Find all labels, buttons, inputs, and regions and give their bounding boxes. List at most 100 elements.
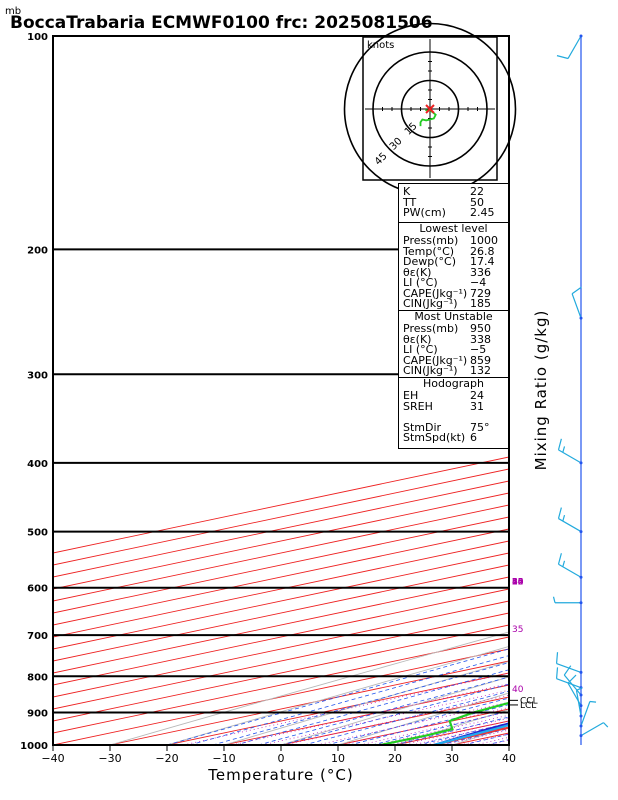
dry-adiabat-line [223, 660, 509, 745]
wind-barb-point [579, 601, 583, 605]
wind-barb-flag [557, 438, 562, 451]
isotherm-line [53, 612, 509, 710]
lowest-level-row-value: 17.4 [470, 255, 495, 268]
lowest-level-row-label: θε(K) [403, 265, 432, 279]
wind-barb-point [579, 704, 583, 708]
lowest-level-row-label: Dewp(°C) [403, 255, 456, 268]
wind-barb-flag [571, 286, 582, 295]
lowest-level-row-value: 1000 [470, 234, 498, 247]
x-tick-label: 20 [388, 752, 402, 765]
most-unstable-row-label: Press(mb) [403, 322, 459, 335]
x-tick-label: −10 [212, 752, 235, 765]
dry-adiabat-line [166, 645, 509, 745]
hodograph-stats-row: StmSpd(kt) 6 [399, 431, 508, 444]
x-tick-label: 0 [278, 752, 285, 765]
lowest-level-row-label: Temp(°C) [403, 244, 455, 258]
lowest-level-row: θε(K) 336 [399, 265, 508, 279]
pw-label: PW(cm) [403, 206, 446, 219]
moist-adiabat-line [326, 697, 509, 745]
wind-barb-half-flag [589, 700, 597, 703]
lowest-level-row-value: −4 [470, 276, 487, 289]
most-unstable-row: CAPE(Jkg⁻¹) 859 [399, 353, 508, 367]
mixing-ratio-label: 2 [512, 578, 518, 588]
lowest-level-row: LI (°C) −4 [399, 276, 508, 289]
wind-barb-half-flag [576, 687, 583, 691]
wind-barb-flag [557, 507, 562, 519]
isotherm-line [53, 588, 509, 686]
lowest-level-row: Temp(°C) 26.8 [399, 244, 508, 258]
mixing-ratio-label: 4 [512, 578, 518, 588]
y-tick-label: 800 [27, 672, 48, 683]
mixing-ratio-label: 30 [512, 578, 524, 588]
isotherm-line [53, 552, 509, 650]
moist-adiabat-line [258, 676, 509, 745]
y-tick-label: 200 [27, 245, 48, 256]
most-unstable-row-value: −5 [470, 343, 487, 356]
wind-barb-point [579, 734, 583, 738]
x-tick-label: 40 [502, 752, 516, 765]
hodograph-stats-row-value: 24 [470, 389, 484, 402]
most-unstable-row: CIN(Jkg⁻¹) 132 [399, 364, 508, 377]
wind-barb-point [579, 714, 583, 718]
wind-barb-staff [580, 722, 604, 737]
wind-barb-flag [557, 553, 562, 565]
mixing-ratio-label: 18 [512, 578, 524, 588]
y-tick-label: 400 [27, 459, 48, 470]
mixing-ratio-label: 16 [512, 578, 524, 588]
wind-barb-half-flag [552, 596, 556, 603]
wind-barb-flag [563, 665, 572, 676]
chart-title: BoccaTrabaria ECMWF0100 frc: 2025081506 [10, 13, 433, 33]
x-tick-label: −20 [155, 752, 178, 765]
dry-adiabat-line [280, 676, 509, 745]
hodograph-stats-row-value: 6 [470, 431, 477, 444]
isotherm-line [53, 504, 509, 602]
wind-barb-half-flag [562, 446, 566, 453]
mixing-ratio-label: 1 [512, 578, 518, 588]
y-tick-label: 1000 [20, 741, 48, 752]
mixing-ratio-line [401, 720, 509, 745]
lowest-level-row-label: CIN(Jkg⁻¹) [403, 297, 458, 310]
isotherm-line [53, 636, 509, 734]
isotherm-line [53, 480, 509, 578]
lowest-level-row: CIN(Jkg⁻¹) 185 [399, 297, 508, 310]
wind-barb-flag [555, 667, 559, 679]
mixing-ratio-line [389, 717, 509, 745]
mixing-ratio-line [340, 706, 509, 745]
dry-adiabat-line [109, 631, 509, 745]
lowest-level-row-value: 729 [470, 286, 491, 300]
lowest-level-row: CAPE(Jkg⁻¹) 729 [399, 286, 508, 300]
hodograph-stats-row-label: StmSpd(kt) [403, 431, 466, 444]
mixing-ratio-label: 6 [512, 578, 518, 588]
level-marker-label: LCL [520, 701, 536, 711]
mixing-ratio-label: 40 [512, 685, 524, 695]
wind-barb-staff [580, 701, 591, 727]
lowest-level-row-label: CAPE(Jkg⁻¹) [403, 286, 468, 300]
isotherm-line [53, 624, 509, 722]
isotherm-line [53, 492, 509, 590]
dry-adiabat-line [566, 36, 618, 745]
lowest-level-row: Dewp(°C) 17.4 [399, 255, 508, 268]
y-tick-label: 500 [27, 528, 48, 539]
lowest-level-row-value: 336 [470, 265, 491, 279]
lowest-level-row-value: 26.8 [470, 244, 495, 258]
most-unstable-row: θε(K) 338 [399, 334, 508, 346]
wind-barb-point [579, 724, 583, 728]
dry-adiabat-line [337, 692, 509, 745]
moist-adiabat-line [280, 683, 509, 745]
most-unstable-row-label: LI (°C) [403, 343, 438, 356]
mixing-ratio-label: 25 [512, 578, 523, 588]
y-tick-label: 600 [27, 584, 48, 595]
storm-motion-marker [425, 104, 435, 114]
most-unstable-row-label: CIN(Jkg⁻¹) [403, 364, 458, 377]
wind-barb-staff [571, 293, 582, 319]
wind-barb-point [579, 575, 583, 579]
lowest-level-row-value: 185 [470, 297, 491, 310]
wind-barb-half-flag [562, 560, 566, 567]
most-unstable-row-label: CAPE(Jkg⁻¹) [403, 353, 468, 367]
pressure-unit: mb [5, 6, 21, 17]
indices-table: K 22 TT 50 PW(cm) 2.45 Lowest level Press(m… [398, 183, 509, 449]
hodograph-unit-label: knots [367, 40, 394, 51]
pw-value: 2.45 [470, 206, 495, 219]
y-tick-label: 900 [27, 709, 48, 720]
wind-barb-flag [555, 652, 559, 664]
